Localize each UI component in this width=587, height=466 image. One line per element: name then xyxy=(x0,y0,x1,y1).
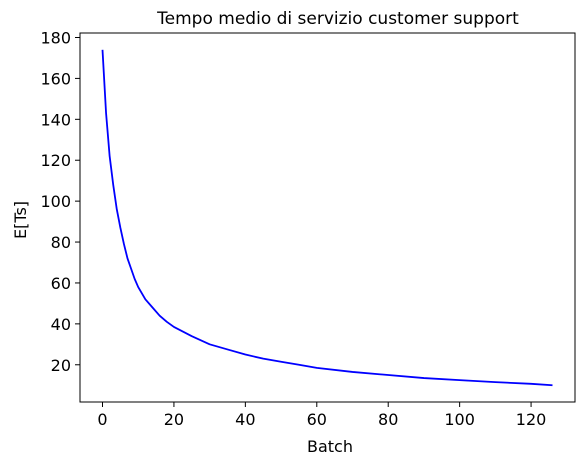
x-axis: 0 20 40 60 80 100 120 xyxy=(97,402,546,429)
y-tick-label: 60 xyxy=(51,274,71,293)
plot-area xyxy=(101,49,553,387)
x-tick-label: 0 xyxy=(97,410,107,429)
x-tick-label: 40 xyxy=(235,410,255,429)
x-axis-label: Batch xyxy=(307,437,353,456)
y-tick-label: 40 xyxy=(51,315,71,334)
y-tick-label: 180 xyxy=(40,29,71,48)
x-tick-label: 20 xyxy=(164,410,184,429)
series-line-0 xyxy=(101,49,553,387)
y-tick-label: 120 xyxy=(40,151,71,170)
y-tick-label: 20 xyxy=(51,356,71,375)
y-tick-label: 140 xyxy=(40,110,71,129)
x-tick-label: 100 xyxy=(444,410,475,429)
plot-frame xyxy=(79,32,576,403)
y-axis-label: E[Ts] xyxy=(11,201,30,239)
y-tick-label: 160 xyxy=(40,69,71,88)
x-tick-label: 120 xyxy=(516,410,547,429)
x-tick-label: 80 xyxy=(378,410,398,429)
y-axis: 20 40 60 80 100 120 140 160 180 xyxy=(40,29,80,375)
y-tick-label: 100 xyxy=(40,192,71,211)
chart-title: Tempo medio di servizio customer support xyxy=(156,9,519,29)
y-tick-label: 80 xyxy=(51,233,71,252)
x-tick-label: 60 xyxy=(307,410,327,429)
